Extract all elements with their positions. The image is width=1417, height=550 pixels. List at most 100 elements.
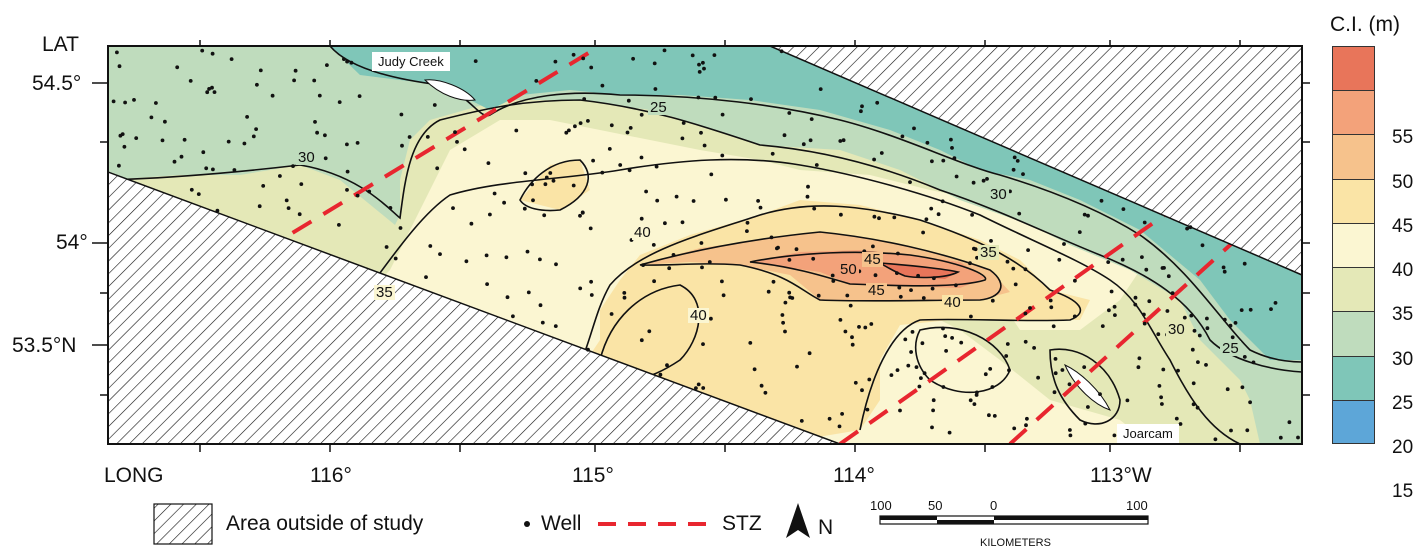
well-dot	[713, 95, 718, 100]
well-dot	[201, 150, 206, 155]
well-dot	[850, 342, 855, 347]
well-dot	[1023, 267, 1028, 272]
well-dot	[393, 256, 398, 261]
well-dot	[1133, 302, 1138, 307]
well-dot	[662, 48, 667, 53]
well-dot	[841, 138, 846, 143]
well-dot	[1205, 326, 1210, 331]
well-dot	[795, 364, 799, 369]
well-dot	[1269, 307, 1273, 311]
well-dot	[801, 142, 806, 147]
well-dot	[1017, 211, 1022, 216]
well-dot	[992, 414, 997, 418]
well-dot	[1053, 371, 1058, 376]
well-dot	[1013, 282, 1018, 287]
color-scale-swatch	[1332, 46, 1375, 91]
well-dot	[325, 63, 329, 67]
legend-well-dot	[524, 521, 530, 527]
well-dot	[435, 166, 440, 171]
well-dot	[1200, 243, 1205, 248]
well-dot	[469, 221, 474, 226]
well-dot	[758, 205, 763, 210]
well-dot	[701, 386, 706, 390]
well-dot	[929, 206, 934, 211]
well-dot	[622, 291, 627, 295]
lat-tick-54: 54°	[56, 231, 88, 254]
well-dot	[709, 172, 714, 177]
well-dot	[974, 393, 979, 397]
well-dot	[697, 62, 701, 67]
well-dot	[122, 144, 127, 149]
well-dot	[1192, 328, 1197, 333]
well-dot	[1083, 421, 1088, 426]
well-dot	[571, 183, 576, 188]
well-dot	[1086, 213, 1090, 218]
well-dot	[699, 130, 703, 135]
well-dot	[1121, 207, 1126, 212]
well-dot	[721, 293, 726, 298]
well-dot	[315, 130, 319, 135]
well-dot	[1137, 356, 1142, 361]
well-dot	[663, 221, 667, 226]
well-dot	[581, 56, 586, 61]
well-dot	[232, 168, 237, 172]
well-dot	[811, 256, 816, 261]
well-dot	[384, 245, 389, 249]
wells	[111, 48, 1300, 442]
well-dot	[226, 139, 231, 144]
well-dot	[1032, 346, 1036, 350]
contour-label: 40	[942, 294, 963, 311]
well-dot	[1174, 416, 1179, 421]
well-dot	[806, 184, 810, 189]
ticks	[92, 40, 1310, 452]
well-dot	[115, 50, 119, 55]
outside-study-ne	[769, 46, 1302, 276]
well-dot	[582, 97, 587, 101]
long-axis-label: LONG	[104, 464, 164, 487]
well-dot	[297, 212, 302, 217]
well-dot	[857, 325, 861, 329]
fill-40-45-b	[520, 160, 590, 210]
well-dot	[188, 79, 193, 83]
color-scale-swatch	[1332, 399, 1375, 444]
well-dot	[1026, 248, 1030, 253]
well-dot	[1242, 261, 1247, 266]
well-dot	[349, 60, 354, 65]
well-dot	[988, 367, 993, 371]
well-dot	[627, 168, 632, 173]
well-dot	[848, 303, 853, 308]
contour-label: 30	[988, 186, 1009, 203]
well-dot	[1011, 167, 1016, 172]
well-dot	[1099, 198, 1104, 203]
well-dot	[895, 271, 899, 275]
well-dot	[702, 66, 706, 71]
well-dot	[1222, 269, 1227, 274]
contour-label: 45	[862, 251, 883, 268]
well-dot	[838, 139, 843, 143]
well-dot	[771, 279, 776, 284]
well-dot	[425, 135, 430, 139]
well-dot	[1230, 335, 1235, 340]
scalebar-tick: 100	[870, 498, 892, 513]
well-dot	[909, 288, 913, 292]
scale-title: C.I. (m)	[1330, 13, 1400, 36]
well-dot	[981, 178, 986, 183]
well-dot	[903, 337, 908, 342]
well-dot	[1185, 226, 1189, 231]
well-dot	[1007, 368, 1011, 373]
well-dot	[1036, 375, 1040, 380]
well-dot	[548, 171, 553, 175]
place-label-judy-creek: Judy Creek	[372, 52, 450, 71]
well-dot	[1011, 266, 1016, 271]
well-dot	[544, 175, 549, 180]
well-dot	[850, 335, 854, 340]
well-dot	[573, 124, 577, 129]
well-dot	[971, 180, 976, 185]
well-dot	[776, 245, 780, 250]
well-dot	[720, 279, 724, 284]
well-dot	[464, 259, 469, 264]
well-dot	[1068, 433, 1073, 438]
well-dot	[667, 266, 672, 271]
well-dot	[680, 220, 685, 225]
well-dot	[816, 293, 821, 298]
